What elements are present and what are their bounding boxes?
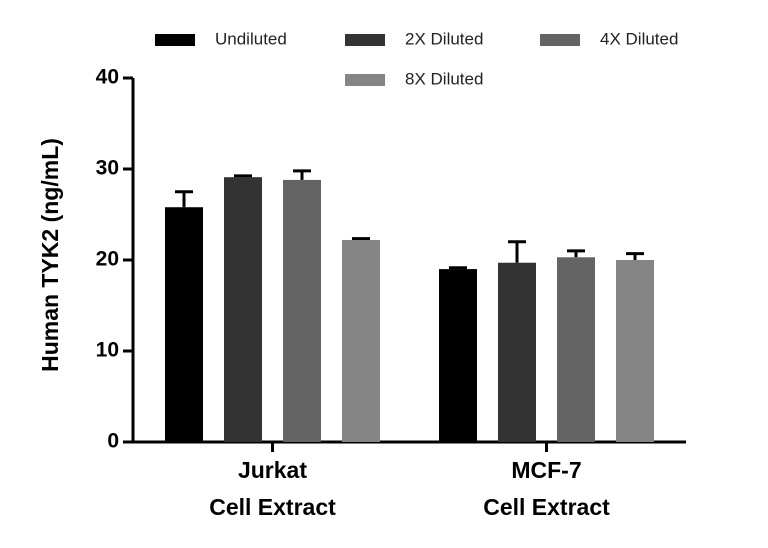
legend: Undiluted 2X Diluted 4X Diluted 8X Diluted — [155, 29, 678, 88]
y-axis-title: Human TYK2 (ng/mL) — [37, 138, 63, 372]
legend-swatch-8x-diluted — [345, 74, 385, 86]
y-tick-label-20: 20 — [96, 248, 119, 271]
legend-swatch-4x-diluted — [540, 34, 580, 46]
x-label-line1-0: Jurkat — [238, 457, 307, 483]
bars — [165, 169, 654, 443]
bar-undiluted-0 — [165, 207, 203, 442]
bar-4x-diluted-0 — [283, 179, 321, 443]
y-tick-label-30: 30 — [96, 157, 119, 180]
x-axis-labels: Jurkat Cell Extract MCF-7 Cell Extract — [209, 442, 610, 520]
legend-swatch-undiluted — [155, 34, 195, 46]
axes: 0 10 20 30 40 — [96, 66, 686, 453]
bar-2x-diluted-0 — [224, 177, 262, 442]
y-tick-label-10: 10 — [96, 339, 119, 362]
legend-swatch-2x-diluted — [345, 34, 385, 46]
y-tick-label-40: 40 — [96, 66, 119, 89]
legend-label-undiluted: Undiluted — [215, 29, 287, 48]
bar-undiluted-1 — [439, 269, 477, 442]
x-label-line2-0: Cell Extract — [209, 494, 336, 520]
x-label-line2-1: Cell Extract — [483, 494, 610, 520]
bar-8x-diluted-0 — [342, 239, 380, 442]
bar-2x-diluted-1 — [498, 262, 536, 442]
legend-label-4x-diluted: 4X Diluted — [600, 29, 678, 48]
bar-4x-diluted-1 — [557, 257, 595, 442]
bar-8x-diluted-1 — [616, 260, 654, 442]
x-label-line1-1: MCF-7 — [511, 457, 581, 483]
legend-label-8x-diluted: 8X Diluted — [405, 69, 483, 88]
y-tick-label-0: 0 — [107, 430, 119, 453]
legend-label-2x-diluted: 2X Diluted — [405, 29, 483, 48]
